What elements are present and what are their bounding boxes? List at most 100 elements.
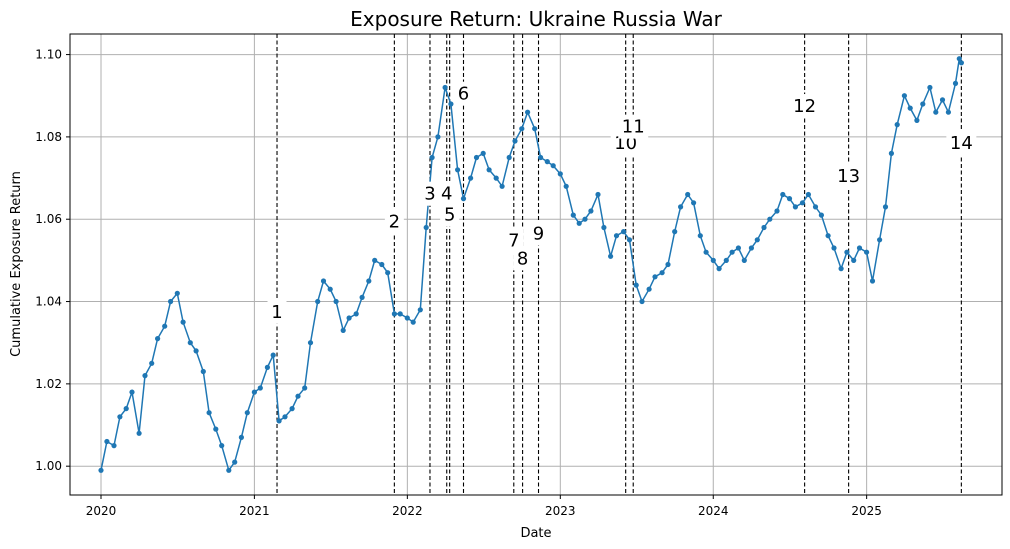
data-point	[506, 154, 512, 161]
data-point	[519, 126, 525, 132]
data-point	[894, 122, 900, 128]
x-tick-label: 2020	[86, 504, 117, 518]
data-point	[532, 126, 538, 132]
data-point	[289, 406, 295, 412]
data-series	[98, 56, 965, 473]
data-point	[473, 154, 480, 161]
data-point	[315, 298, 321, 305]
data-point	[391, 311, 397, 317]
data-point	[486, 167, 492, 173]
y-tick-label: 1.08	[35, 130, 62, 144]
chart-title: Exposure Return: Ukraine Russia War	[350, 7, 722, 31]
data-point	[914, 117, 920, 123]
data-point	[162, 323, 168, 329]
x-tick-label: 2022	[392, 504, 423, 518]
data-point	[557, 171, 563, 177]
data-point	[697, 233, 703, 239]
data-point	[282, 414, 288, 420]
data-point	[404, 315, 410, 321]
data-point	[320, 278, 327, 284]
data-point	[639, 298, 645, 305]
data-point	[570, 212, 576, 218]
data-point	[379, 261, 385, 268]
data-point	[761, 224, 767, 231]
data-point	[213, 426, 219, 432]
data-point	[123, 406, 129, 412]
event-label: 7	[508, 231, 519, 252]
data-point	[98, 467, 104, 473]
data-point	[939, 97, 946, 103]
data-point	[613, 233, 620, 239]
data-point	[864, 249, 870, 255]
event-label-background	[267, 299, 287, 324]
data-point	[359, 294, 365, 300]
data-point	[397, 311, 403, 317]
data-point	[888, 150, 895, 156]
data-point	[423, 224, 429, 231]
data-point	[385, 270, 391, 276]
plot-area-frame	[69, 33, 1003, 496]
data-point	[538, 154, 544, 161]
data-point	[429, 154, 435, 161]
data-point	[111, 443, 117, 449]
data-point	[302, 385, 308, 391]
y-axis-label: Cumulative Exposure Return	[9, 171, 24, 357]
x-axis-label: Date	[520, 526, 551, 541]
event-label-background	[529, 221, 549, 246]
data-point	[927, 84, 933, 91]
data-point	[327, 286, 333, 292]
data-point	[448, 101, 454, 107]
data-point	[825, 233, 831, 239]
data-point	[499, 183, 505, 189]
data-point	[193, 348, 199, 354]
event-label: 4	[441, 184, 452, 205]
data-point	[659, 270, 665, 276]
data-point	[920, 101, 926, 107]
data-point	[104, 438, 110, 445]
y-tick-label: 1.00	[35, 459, 62, 473]
event-label: 14	[950, 133, 973, 154]
data-point	[608, 253, 614, 259]
data-point	[851, 257, 857, 263]
data-point	[174, 290, 180, 296]
data-point	[869, 278, 876, 284]
data-point	[933, 109, 939, 115]
data-point	[588, 208, 594, 214]
data-point	[270, 352, 276, 358]
x-tick-label: 2025	[851, 504, 882, 518]
data-point	[723, 257, 729, 263]
data-point	[460, 196, 467, 202]
event-label: 1	[271, 302, 282, 323]
event-label: 5	[444, 204, 455, 225]
data-point	[550, 163, 556, 169]
data-point	[435, 134, 441, 140]
data-point	[729, 249, 735, 255]
data-point	[633, 282, 639, 288]
data-point	[748, 245, 755, 251]
data-point	[155, 336, 161, 342]
event-label-background	[437, 181, 457, 206]
y-tick-label: 1.06	[35, 212, 62, 226]
data-point	[372, 257, 378, 263]
data-point	[206, 410, 212, 416]
data-point	[856, 245, 863, 251]
data-point	[129, 389, 135, 395]
data-point	[149, 360, 155, 366]
event-label: 11	[622, 117, 645, 138]
data-point	[480, 150, 486, 156]
data-point	[238, 434, 244, 440]
data-point	[295, 393, 301, 399]
data-point	[455, 167, 461, 173]
data-point	[685, 191, 691, 198]
data-point	[512, 138, 518, 144]
data-point	[792, 204, 799, 210]
event-label-background	[946, 131, 977, 156]
data-point	[958, 60, 965, 66]
data-point	[468, 175, 474, 181]
data-point	[703, 249, 709, 255]
data-point	[180, 319, 186, 325]
data-point	[952, 80, 959, 86]
data-point	[626, 237, 633, 243]
data-point	[665, 261, 671, 268]
data-point	[244, 410, 250, 416]
